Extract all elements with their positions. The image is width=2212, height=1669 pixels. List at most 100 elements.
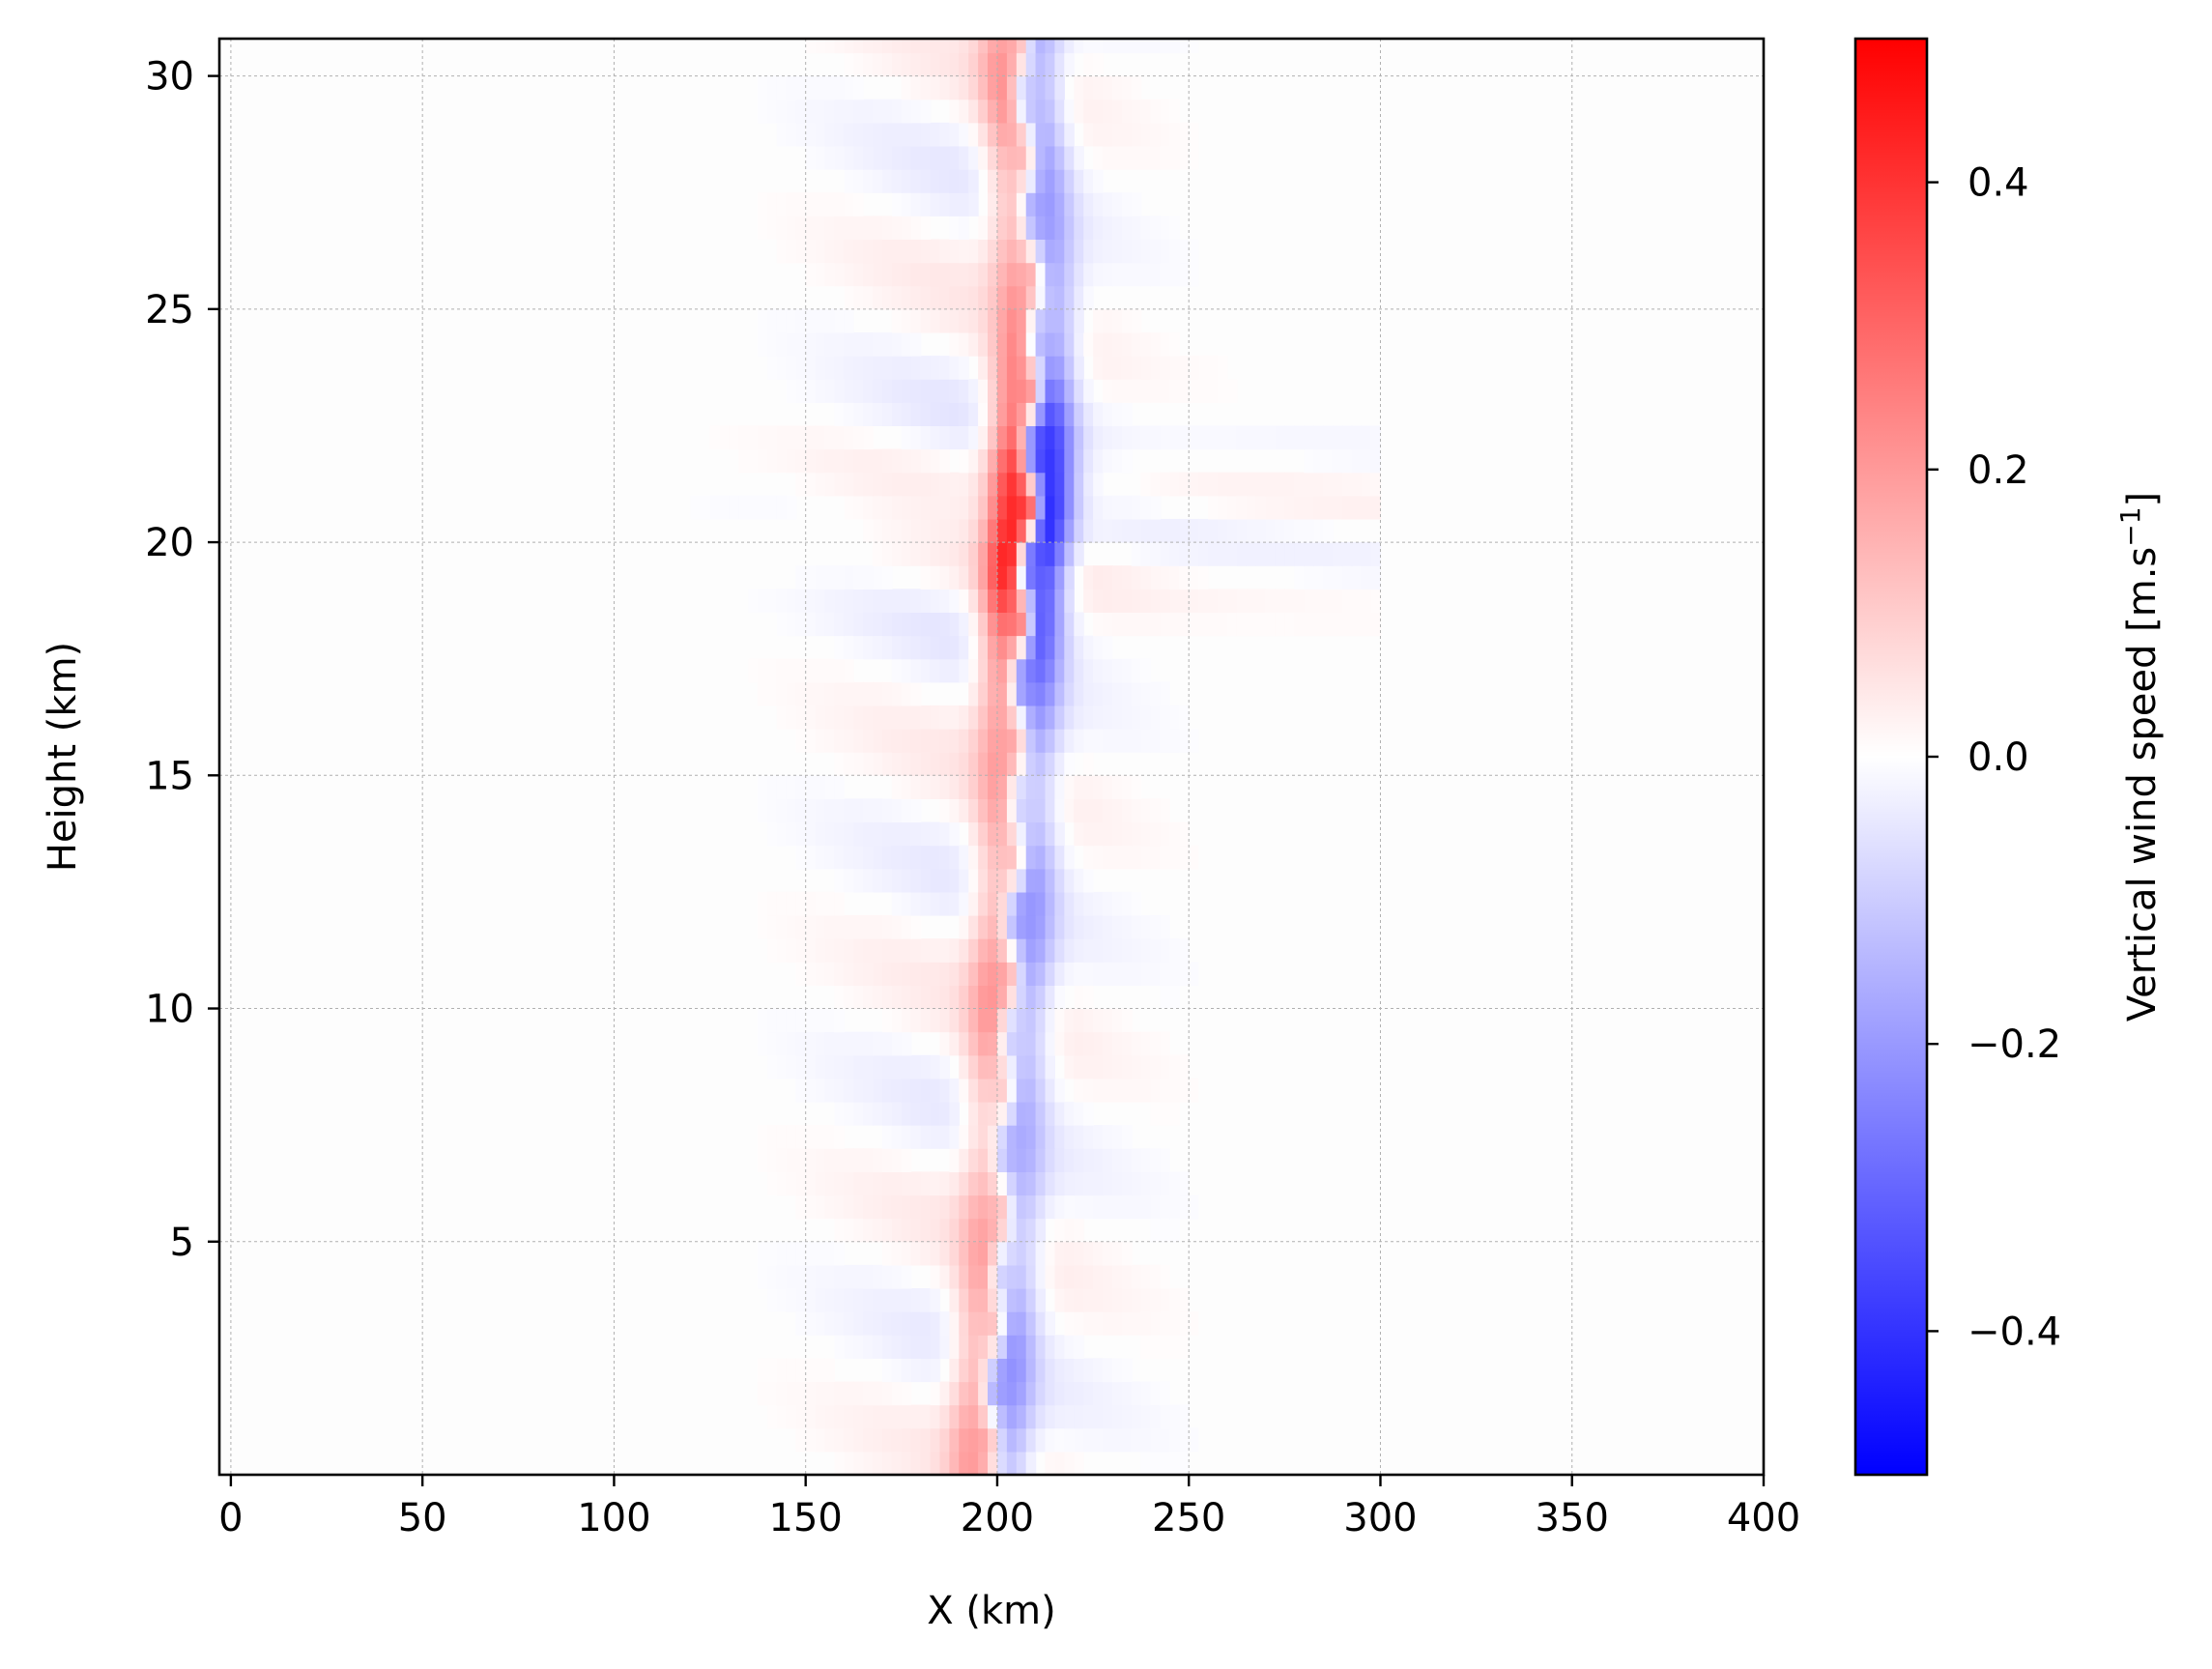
heatmap-cell xyxy=(1179,146,1190,170)
heatmap-cell xyxy=(1150,798,1162,823)
heatmap-cell xyxy=(1016,1358,1027,1383)
heatmap-cell xyxy=(776,1054,788,1079)
heatmap-cell xyxy=(786,798,797,823)
heatmap-cell xyxy=(815,589,826,613)
heatmap-cell xyxy=(767,775,778,799)
heatmap-cell xyxy=(1025,1288,1037,1312)
heatmap-cell xyxy=(1131,962,1142,986)
heatmap-cell xyxy=(863,169,874,193)
heatmap-cell xyxy=(786,332,797,357)
heatmap-cell xyxy=(767,216,778,240)
heatmap-cell xyxy=(844,379,854,403)
heatmap-cell xyxy=(1064,239,1075,264)
heatmap-cell xyxy=(853,169,864,193)
heatmap-cell xyxy=(988,356,998,380)
heatmap-cell xyxy=(1016,752,1027,776)
heatmap-cell xyxy=(834,402,845,426)
heatmap-cell xyxy=(1323,589,1334,613)
heatmap-cell xyxy=(1313,518,1324,543)
heatmap-cell xyxy=(901,542,912,566)
heatmap-cell xyxy=(901,705,912,730)
heatmap-cell xyxy=(1160,425,1170,450)
heatmap-cell xyxy=(748,589,759,613)
heatmap-cell xyxy=(959,1451,969,1475)
heatmap-cell xyxy=(805,425,817,450)
heatmap-cell xyxy=(1189,612,1199,637)
heatmap-cell xyxy=(776,1171,788,1196)
heatmap-cell xyxy=(767,915,778,939)
heatmap-cell xyxy=(988,891,998,916)
heatmap-cell xyxy=(959,308,969,333)
heatmap-cell xyxy=(920,1404,932,1429)
heatmap-cell xyxy=(815,612,826,637)
heatmap-cell xyxy=(786,75,797,101)
heatmap-cell xyxy=(882,681,893,706)
heatmap-cell xyxy=(824,1148,835,1172)
heatmap-cell xyxy=(988,472,998,497)
heatmap-cell xyxy=(1294,542,1305,566)
heatmap-cell xyxy=(1131,308,1142,333)
heatmap-cell xyxy=(834,821,845,847)
heatmap-cell xyxy=(853,1404,864,1429)
heatmap-cell xyxy=(824,308,835,333)
heatmap-cell xyxy=(1284,495,1295,520)
heatmap-cell xyxy=(758,775,768,799)
heatmap-cell xyxy=(891,1335,903,1359)
heatmap-cell xyxy=(930,239,941,264)
heatmap-cell xyxy=(805,216,817,240)
heatmap-cell xyxy=(700,495,711,520)
heatmap-cell xyxy=(815,39,826,54)
heatmap-cell xyxy=(930,39,941,54)
heatmap-cell xyxy=(1218,495,1228,520)
heatmap-cell xyxy=(824,216,835,240)
heatmap-cell xyxy=(882,1125,893,1149)
heatmap-cell xyxy=(1160,542,1170,566)
heatmap-cell xyxy=(863,1427,874,1453)
heatmap-cell xyxy=(1236,495,1248,520)
heatmap-cell xyxy=(930,821,941,847)
heatmap-cell xyxy=(1111,845,1123,870)
heatmap-cell xyxy=(959,122,969,147)
heatmap-cell xyxy=(996,472,1008,497)
heatmap-cell xyxy=(1189,425,1199,450)
heatmap-cell xyxy=(891,356,903,380)
heatmap-cell xyxy=(978,1311,989,1336)
heatmap-cell xyxy=(1074,39,1084,54)
heatmap-cell xyxy=(853,99,864,124)
heatmap-cell xyxy=(1035,146,1047,170)
heatmap-cell xyxy=(767,1241,778,1266)
heatmap-cell xyxy=(920,262,932,287)
heatmap-cell xyxy=(863,798,874,823)
heatmap-cell xyxy=(1025,589,1037,613)
heatmap-cell xyxy=(882,39,893,54)
heatmap-cell xyxy=(1246,472,1257,497)
heatmap-cell xyxy=(1083,495,1094,520)
heatmap-cell xyxy=(1323,612,1334,637)
heatmap-cell xyxy=(930,285,941,310)
heatmap-cell xyxy=(1208,472,1219,497)
heatmap-cell xyxy=(815,356,826,380)
heatmap-cell xyxy=(795,729,807,753)
heatmap-cell xyxy=(1246,495,1257,520)
heatmap-cell xyxy=(1006,75,1018,101)
heatmap-cell xyxy=(1064,891,1075,916)
heatmap-cell xyxy=(1064,285,1075,310)
heatmap-cell xyxy=(920,868,932,893)
heatmap-cell xyxy=(1025,285,1037,310)
heatmap-cell xyxy=(1121,518,1133,543)
heatmap-cell xyxy=(1054,612,1065,637)
heatmap-cell xyxy=(767,1148,778,1172)
heatmap-cell xyxy=(1121,332,1133,357)
heatmap-cell xyxy=(949,868,960,893)
heatmap-cell xyxy=(1006,495,1018,520)
heatmap-cell xyxy=(1083,1241,1094,1266)
heatmap-cell xyxy=(1074,1078,1084,1103)
heatmap-cell xyxy=(815,845,826,870)
heatmap-cell xyxy=(1103,99,1113,124)
heatmap-cell xyxy=(873,1427,883,1453)
heatmap-cell xyxy=(1131,495,1142,520)
heatmap-cell xyxy=(776,612,788,637)
heatmap-cell xyxy=(910,729,922,753)
heatmap-cell xyxy=(968,658,979,683)
heatmap-cell xyxy=(1103,1194,1113,1220)
